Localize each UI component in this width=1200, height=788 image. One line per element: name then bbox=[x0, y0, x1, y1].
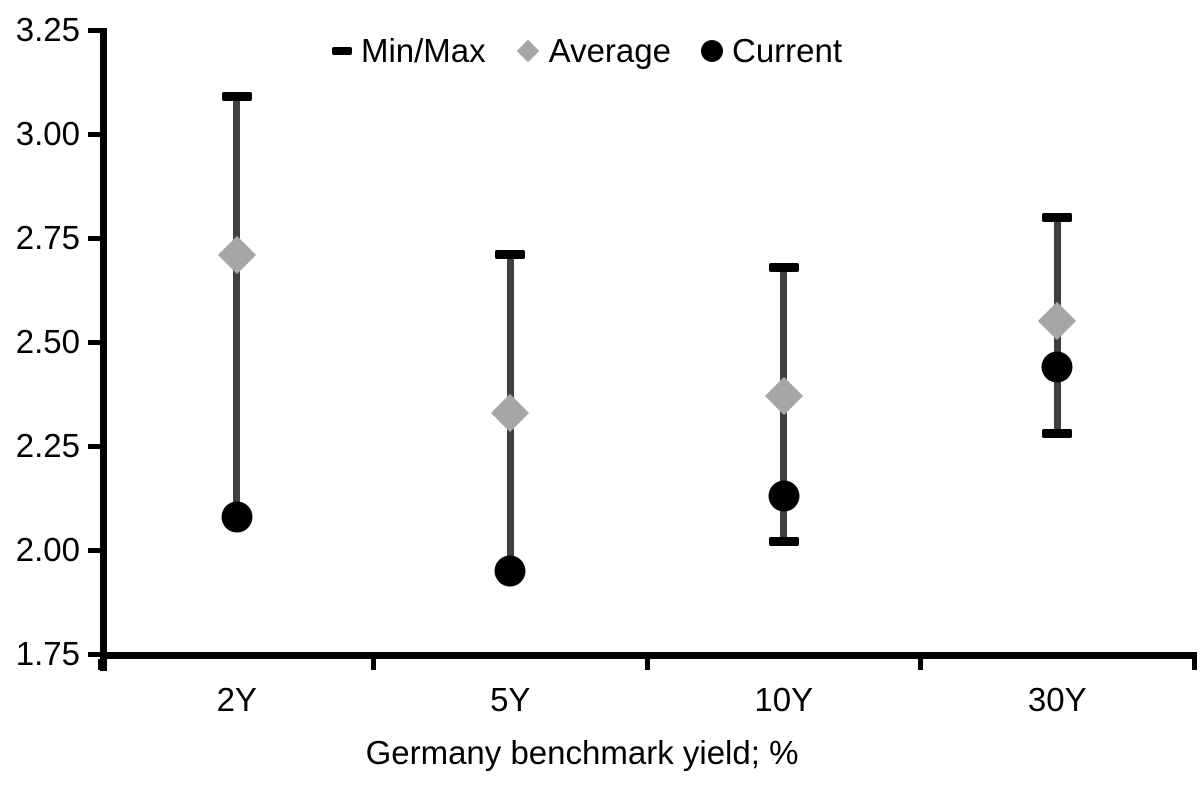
y-tick bbox=[88, 27, 100, 33]
x-tick bbox=[1191, 659, 1197, 670]
current-marker-5Y bbox=[494, 555, 526, 587]
average-diamond-icon bbox=[516, 39, 540, 63]
max-cap-30Y bbox=[1042, 212, 1073, 222]
x-tick bbox=[918, 659, 923, 670]
legend-label-average: Average bbox=[548, 32, 671, 69]
x-tick bbox=[644, 659, 650, 670]
y-axis-line bbox=[100, 28, 107, 671]
current-circle-icon bbox=[700, 40, 723, 62]
y-tick-label: 2.75 bbox=[15, 219, 80, 256]
current-marker-2Y bbox=[221, 501, 253, 533]
legend-item-current: Current bbox=[700, 32, 843, 70]
y-tick-label: 3.25 bbox=[15, 11, 80, 48]
x-axis-line bbox=[100, 652, 1197, 659]
y-tick-label: 3.00 bbox=[15, 115, 80, 152]
y-tick bbox=[88, 547, 100, 553]
minmax-dash-icon bbox=[331, 47, 352, 55]
chart-legend: Min/Max Average Current bbox=[0, 32, 1174, 70]
average-marker-30Y bbox=[1038, 302, 1077, 341]
current-marker-10Y bbox=[768, 480, 800, 512]
y-tick bbox=[88, 443, 100, 449]
y-tick bbox=[88, 339, 100, 345]
x-tick-label: 10Y bbox=[754, 681, 814, 718]
x-tick-label: 2Y bbox=[216, 681, 257, 718]
y-tick bbox=[88, 235, 100, 241]
legend-label-minmax: Min/Max bbox=[360, 32, 486, 69]
x-tick bbox=[97, 659, 103, 670]
min-cap-30Y bbox=[1042, 429, 1073, 439]
y-tick-label: 1.75 bbox=[15, 635, 80, 672]
max-cap-10Y bbox=[768, 262, 799, 272]
legend-label-current: Current bbox=[731, 32, 843, 69]
min-cap-10Y bbox=[768, 537, 799, 547]
legend-item-average: Average bbox=[516, 32, 671, 70]
x-tick bbox=[371, 659, 376, 670]
max-cap-2Y bbox=[221, 92, 252, 102]
y-tick bbox=[88, 651, 100, 657]
legend-item-minmax: Min/Max bbox=[331, 32, 486, 70]
y-tick-label: 2.00 bbox=[15, 531, 80, 568]
minmax-range-line-2Y bbox=[233, 96, 241, 517]
y-tick-label: 2.25 bbox=[15, 427, 80, 464]
x-tick-label: 30Y bbox=[1027, 681, 1087, 718]
x-tick-label: 5Y bbox=[490, 681, 531, 718]
max-cap-5Y bbox=[495, 250, 526, 260]
average-marker-10Y bbox=[764, 376, 803, 416]
y-tick-label: 2.50 bbox=[15, 323, 80, 360]
y-tick bbox=[88, 131, 100, 137]
x-axis-title: Germany benchmark yield; % bbox=[365, 734, 799, 771]
current-marker-30Y bbox=[1041, 351, 1073, 383]
average-marker-2Y bbox=[217, 235, 256, 274]
average-marker-5Y bbox=[491, 393, 530, 432]
